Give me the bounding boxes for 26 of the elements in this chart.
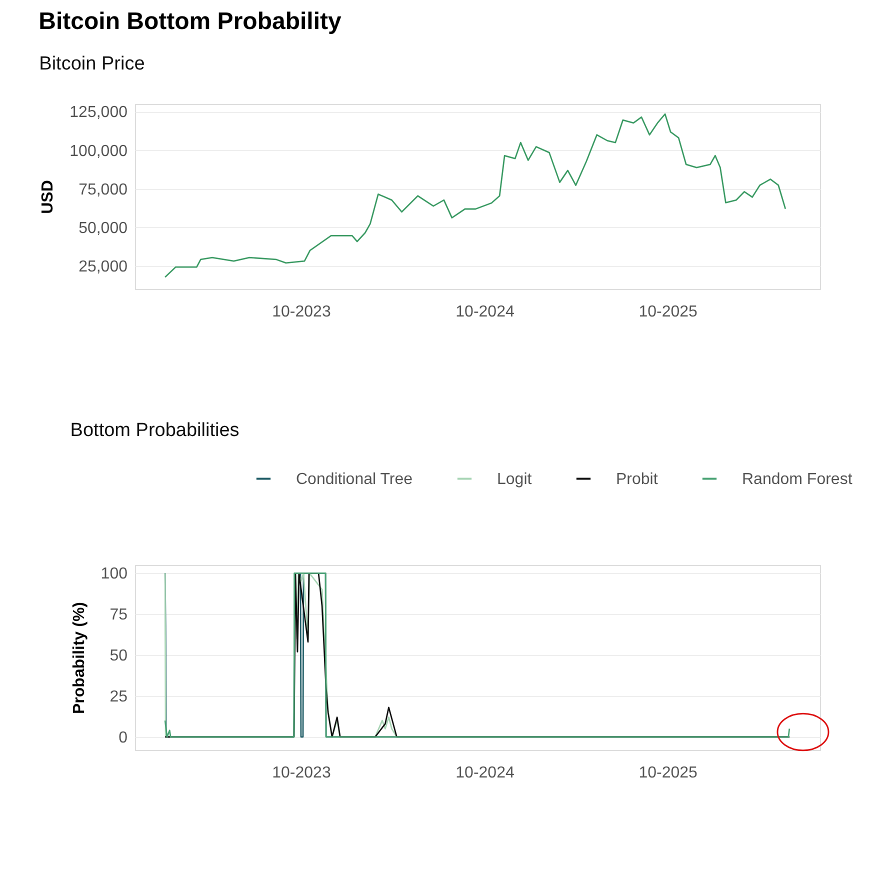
y-tick-label: 100	[100, 566, 128, 583]
y-tick-label: 0	[118, 729, 128, 746]
y-tick-label: 25,000	[78, 258, 128, 276]
y-axis-title: USD	[40, 180, 57, 214]
y-tick-label: 100,000	[70, 142, 128, 160]
x-tick-label: 10-2024	[456, 764, 514, 782]
line-series	[164, 113, 786, 278]
y-tick-label: 75	[110, 606, 128, 624]
y-tick-label: 75,000	[78, 181, 128, 198]
x-tick-label: 10-2025	[638, 764, 698, 782]
legend-label: Conditional Tree	[296, 470, 413, 488]
chart-title: Bitcoin Bottom Probability	[38, 8, 342, 36]
chart-title: Bottom Probabilities	[70, 420, 240, 441]
x-tick-label: 10-2023	[272, 304, 331, 320]
y-tick-label: 50	[110, 648, 128, 665]
y-tick-label: 125,000	[70, 104, 128, 122]
x-tick-label: 10-2023	[272, 764, 331, 782]
y-tick-label: 50,000	[78, 220, 128, 237]
y-axis-title: Probability (%)	[70, 602, 88, 714]
legend-label: Logit	[497, 470, 532, 488]
legend-label: Probit	[616, 470, 658, 488]
legend-label: Random Forest	[742, 470, 853, 488]
x-tick-label: 10-2024	[456, 304, 514, 320]
chart-subtitle: Bitcoin Price	[39, 54, 145, 75]
x-tick-label: 10-2025	[638, 304, 698, 320]
y-tick-label: 25	[110, 688, 128, 706]
